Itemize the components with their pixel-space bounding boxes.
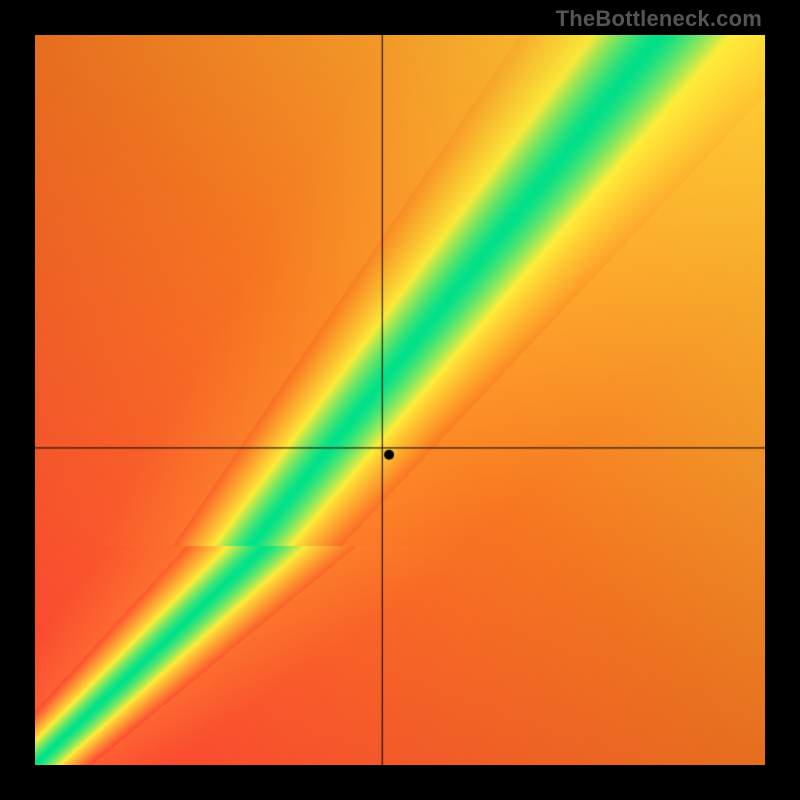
plot-area	[35, 35, 765, 765]
watermark-text: TheBottleneck.com	[556, 6, 762, 32]
chart-container: TheBottleneck.com	[0, 0, 800, 800]
bottleneck-heatmap	[35, 35, 765, 765]
